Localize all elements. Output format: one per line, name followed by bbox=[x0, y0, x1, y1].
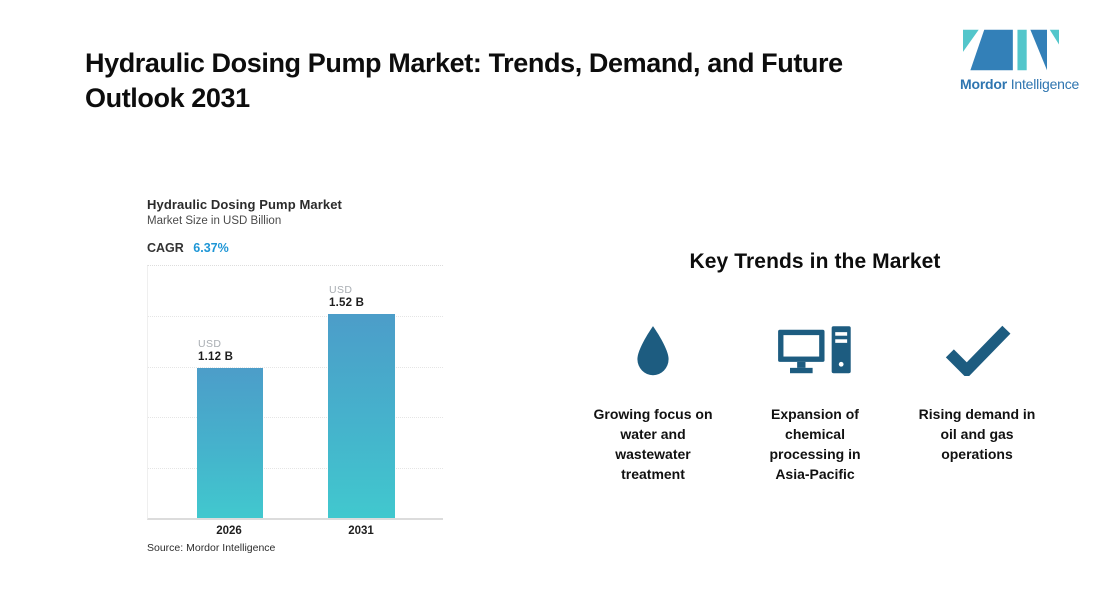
checkmark-icon bbox=[940, 322, 1014, 378]
bar-2031-fill bbox=[328, 314, 395, 518]
trend-columns: Growing focus on water and wastewater tr… bbox=[575, 322, 1055, 484]
mordor-logo-mark-icon bbox=[963, 29, 1059, 71]
key-trends-heading: Key Trends in the Market bbox=[689, 250, 941, 273]
trend-label: Expansion of chemical processing in Asia… bbox=[769, 406, 861, 482]
cagr-row: CAGR 6.37% bbox=[147, 241, 447, 255]
x-axis-label-2026: 2026 bbox=[216, 525, 242, 537]
bar-2026: USD 1.12 B bbox=[197, 338, 263, 518]
bar-2026-value: 1.12 B bbox=[198, 350, 234, 363]
source-note: Source: Mordor Intelligence bbox=[147, 542, 276, 554]
bar-2031-currency: USD bbox=[329, 284, 353, 297]
mordor-logo-text: Mordor Intelligence bbox=[960, 76, 1079, 92]
trend-item-water-treatment: Growing focus on water and wastewater tr… bbox=[575, 322, 731, 484]
bar-2026-currency: USD bbox=[198, 337, 222, 350]
cagr-value: 6.37% bbox=[193, 241, 229, 255]
trend-item-oil-gas: Rising demand in oil and gas operations bbox=[899, 322, 1055, 484]
logo-brand-regular: Intelligence bbox=[1010, 76, 1080, 92]
chart-subtitle: Market Size in USD Billion bbox=[147, 215, 282, 227]
bar-2031-value: 1.52 B bbox=[329, 297, 365, 310]
gridline bbox=[148, 417, 443, 419]
bar-2031-value-label: USD 1.52 B bbox=[329, 284, 364, 309]
bar-2026-value-label: USD 1.12 B bbox=[198, 338, 233, 363]
bar-2026-fill bbox=[197, 367, 263, 518]
gridline bbox=[148, 467, 443, 469]
chart-title: Hydraulic Dosing Pump Market bbox=[147, 197, 342, 212]
cagr-label: CAGR bbox=[147, 241, 184, 255]
desktop-computer-icon bbox=[776, 322, 854, 378]
trend-label: Growing focus on water and wastewater tr… bbox=[593, 406, 713, 482]
water-drop-icon bbox=[631, 322, 675, 378]
x-axis-labels: 2026 2031 bbox=[147, 525, 443, 545]
gridline bbox=[148, 366, 443, 368]
key-trends-panel: Key Trends in the Market Growing focus o… bbox=[575, 250, 1055, 484]
page-title: Hydraulic Dosing Pump Market: Trends, De… bbox=[85, 48, 843, 113]
bar-2031: USD 1.52 B bbox=[328, 284, 395, 518]
market-size-chart: Hydraulic Dosing Pump Market Market Size… bbox=[147, 197, 447, 545]
trend-item-chemical-processing: Expansion of chemical processing in Asia… bbox=[737, 322, 893, 484]
trend-label: Rising demand in oil and gas operations bbox=[918, 406, 1036, 462]
gridline bbox=[148, 316, 443, 318]
mordor-intelligence-logo: Mordor Intelligence bbox=[960, 28, 1079, 92]
x-axis-label-2031: 2031 bbox=[348, 525, 374, 537]
logo-brand-bold: Mordor bbox=[960, 76, 1008, 92]
bar-chart-plot-area: USD 1.12 B USD 1.52 B bbox=[147, 265, 443, 520]
